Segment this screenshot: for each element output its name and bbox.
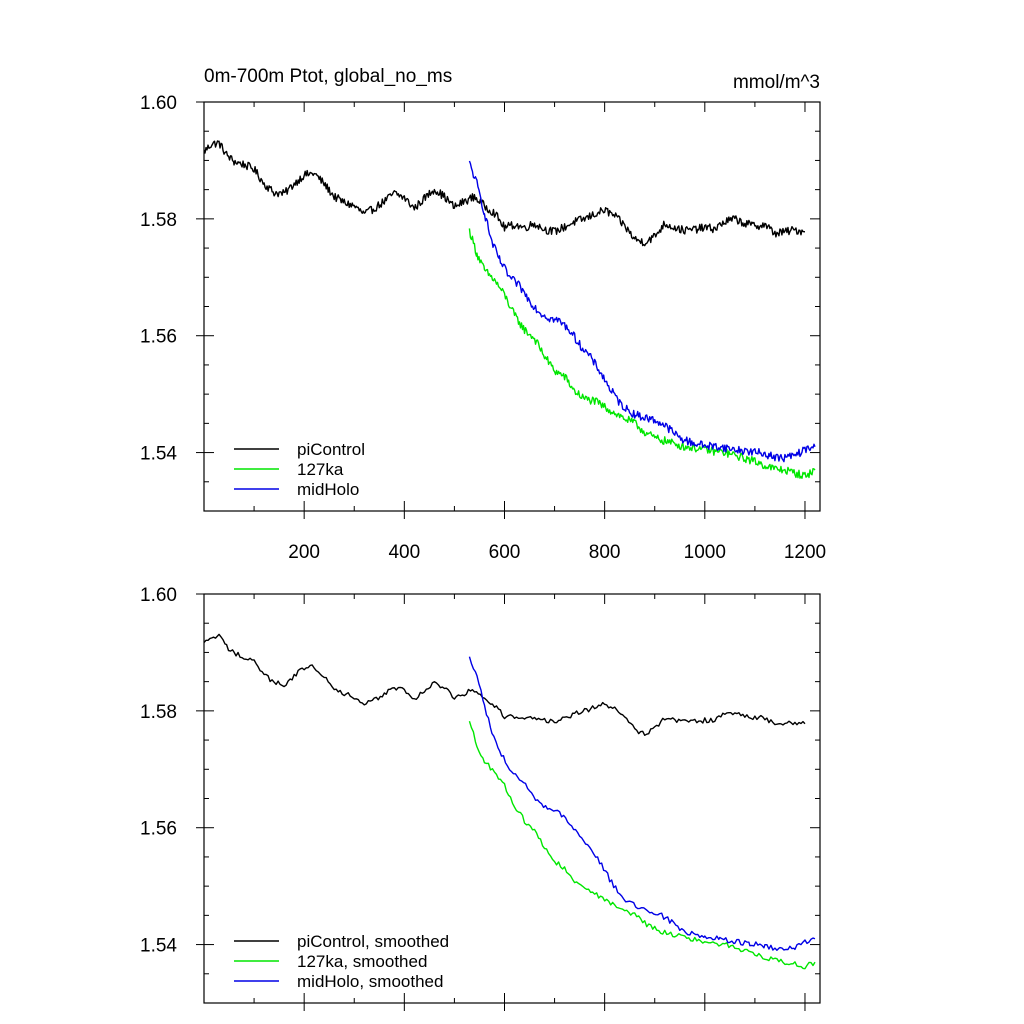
top-series-127ka: [468, 228, 816, 479]
bottom-legend-label-midholo-smoothed: midHolo, smoothed: [297, 972, 443, 991]
top-y-tick-label-1-54: 1.54: [140, 444, 177, 465]
bottom-series-127ka-smoothed: [468, 720, 816, 970]
top-chart: 200 400 600 800 1000 1200 1.54 1.56 1.58 1.60 piCo…: [140, 93, 826, 563]
bottom-y-tick-label-1-54: 1.54: [140, 936, 177, 957]
top-legend-label-127ka: 127ka: [297, 460, 344, 479]
top-series-picontrol: [204, 140, 806, 247]
top-y-tick-label-1-58: 1.58: [140, 210, 177, 231]
bottom-series-group: [204, 633, 816, 970]
bottom-chart: 1.54 1.56 1.58 1.60 piControl, smoothed127ka…: [140, 585, 821, 1011]
top-x-tick-label-400: 400: [388, 542, 420, 563]
top-y-tick-label-1-56: 1.56: [140, 327, 177, 348]
top-legend-label-midholo: midHolo: [297, 480, 359, 499]
bottom-legend-label-127ka-smoothed: 127ka, smoothed: [297, 952, 427, 971]
top-x-tick-label-1200: 1200: [784, 542, 826, 563]
top-y-tick-label-1-60: 1.60: [140, 93, 177, 114]
top-x-tick-label-800: 800: [589, 542, 621, 563]
top-x-tick-label-600: 600: [489, 542, 521, 563]
top-chart-title: 0m-700m Ptot, global_no_ms: [204, 66, 452, 87]
top-x-tick-label-200: 200: [288, 542, 320, 563]
top-legend-label-picontrol: piControl: [297, 440, 365, 459]
top-x-tick-label-1000: 1000: [684, 542, 726, 563]
bottom-series-picontrol-smoothed: [204, 633, 806, 737]
bottom-series-midholo-smoothed: [468, 656, 816, 951]
bottom-legend-label-picontrol-smoothed: piControl, smoothed: [297, 932, 449, 951]
top-series-midholo: [468, 160, 816, 463]
bottom-y-tick-label-1-60: 1.60: [140, 585, 177, 606]
top-series-group: [204, 140, 816, 479]
bottom-y-tick-label-1-56: 1.56: [140, 819, 177, 840]
top-chart-units: mmol/m^3: [733, 72, 820, 93]
bottom-y-tick-label-1-58: 1.58: [140, 702, 177, 723]
